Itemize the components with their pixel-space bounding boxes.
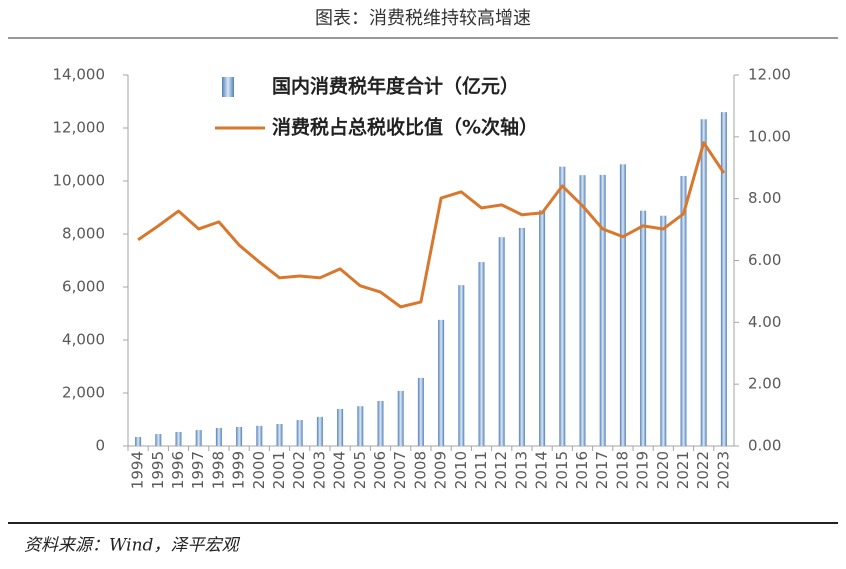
x-tick-label: 2012 xyxy=(492,451,510,489)
bar xyxy=(478,262,485,446)
x-tick-label: 1994 xyxy=(129,451,147,489)
bar xyxy=(660,215,667,446)
y-tick-label: 2,000 xyxy=(62,384,105,402)
y-tick-label: 14,000 xyxy=(53,66,106,84)
x-tick-label: 2023 xyxy=(714,451,732,489)
source-note: 资料来源：Wind，泽平宏观 xyxy=(24,536,240,556)
x-tick-label: 2006 xyxy=(371,451,389,489)
x-tick-label: 2008 xyxy=(411,451,429,489)
y-tick-label: 4,000 xyxy=(62,331,105,349)
bar xyxy=(397,390,404,446)
bar xyxy=(155,434,162,446)
bar xyxy=(357,406,364,446)
x-tick-label: 2010 xyxy=(452,451,470,489)
bar xyxy=(215,427,222,446)
x-tick-label: 2000 xyxy=(250,451,268,489)
x-tick-label: 1998 xyxy=(209,451,227,489)
bar xyxy=(337,408,344,446)
legend-label: 消费税占总税收比值（%次轴） xyxy=(272,116,538,139)
x-tick-label: 2022 xyxy=(694,451,712,489)
bar xyxy=(579,175,586,447)
bar xyxy=(640,210,647,446)
bar xyxy=(619,164,626,446)
bar xyxy=(175,431,182,446)
x-tick-label: 2002 xyxy=(290,451,308,489)
x-tick-label: 2004 xyxy=(331,451,349,489)
chart-title: 图表：消费税维持较高增速 xyxy=(315,8,531,29)
y-tick-label: 8,000 xyxy=(62,225,105,243)
y2-tick-label: 6.00 xyxy=(748,251,781,269)
y2-tick-label: 2.00 xyxy=(748,375,781,393)
bar xyxy=(599,174,606,446)
line xyxy=(137,141,726,309)
bar xyxy=(498,237,505,446)
x-tick-label: 2018 xyxy=(613,451,631,489)
x-tick-label: 2005 xyxy=(351,451,369,489)
y-tick-label: 0 xyxy=(95,437,105,455)
x-tick-label: 2003 xyxy=(310,451,328,489)
bar xyxy=(236,426,243,446)
bar xyxy=(539,210,546,446)
x-tick-label: 2007 xyxy=(391,451,409,489)
x-tick-label: 1999 xyxy=(230,451,248,489)
bar xyxy=(559,166,566,446)
x-tick-label: 1997 xyxy=(189,451,207,489)
x-tick-label: 2019 xyxy=(634,451,652,489)
y2-tick-label: 4.00 xyxy=(748,313,781,331)
x-tick-label: 1995 xyxy=(149,451,167,489)
x-tick-label: 2009 xyxy=(432,451,450,489)
y2-tick-label: 10.00 xyxy=(748,127,791,145)
x-tick-label: 2021 xyxy=(674,451,692,489)
x-tick-label: 2001 xyxy=(270,451,288,489)
bar xyxy=(417,377,424,446)
x-tick-label: 2016 xyxy=(573,451,591,489)
bar xyxy=(377,400,384,446)
bar xyxy=(256,425,263,446)
bar xyxy=(438,319,445,446)
legend-label: 国内消费税年度合计（亿元） xyxy=(272,75,519,98)
x-tick-label: 2015 xyxy=(553,451,571,489)
bar xyxy=(276,424,283,446)
bar xyxy=(316,416,323,446)
y2-tick-label: 8.00 xyxy=(748,189,781,207)
bar xyxy=(700,119,707,446)
x-tick-label: 1996 xyxy=(169,451,187,489)
bar xyxy=(296,420,303,446)
bar xyxy=(680,175,687,446)
legend-swatch xyxy=(222,77,234,97)
y2-tick-label: 0.00 xyxy=(748,437,781,455)
bar xyxy=(518,227,525,446)
x-tick-label: 2020 xyxy=(654,451,672,489)
y-tick-label: 6,000 xyxy=(62,278,105,296)
y-tick-label: 10,000 xyxy=(53,172,106,190)
bar xyxy=(195,430,202,446)
y-tick-label: 12,000 xyxy=(53,119,106,137)
x-tick-label: 2014 xyxy=(533,451,551,489)
x-tick-label: 2013 xyxy=(512,451,530,489)
x-tick-label: 2011 xyxy=(472,451,490,489)
bar xyxy=(458,285,465,446)
bar xyxy=(720,112,727,446)
x-tick-label: 2017 xyxy=(593,451,611,489)
bar xyxy=(135,436,142,446)
y2-tick-label: 12.00 xyxy=(748,66,791,84)
